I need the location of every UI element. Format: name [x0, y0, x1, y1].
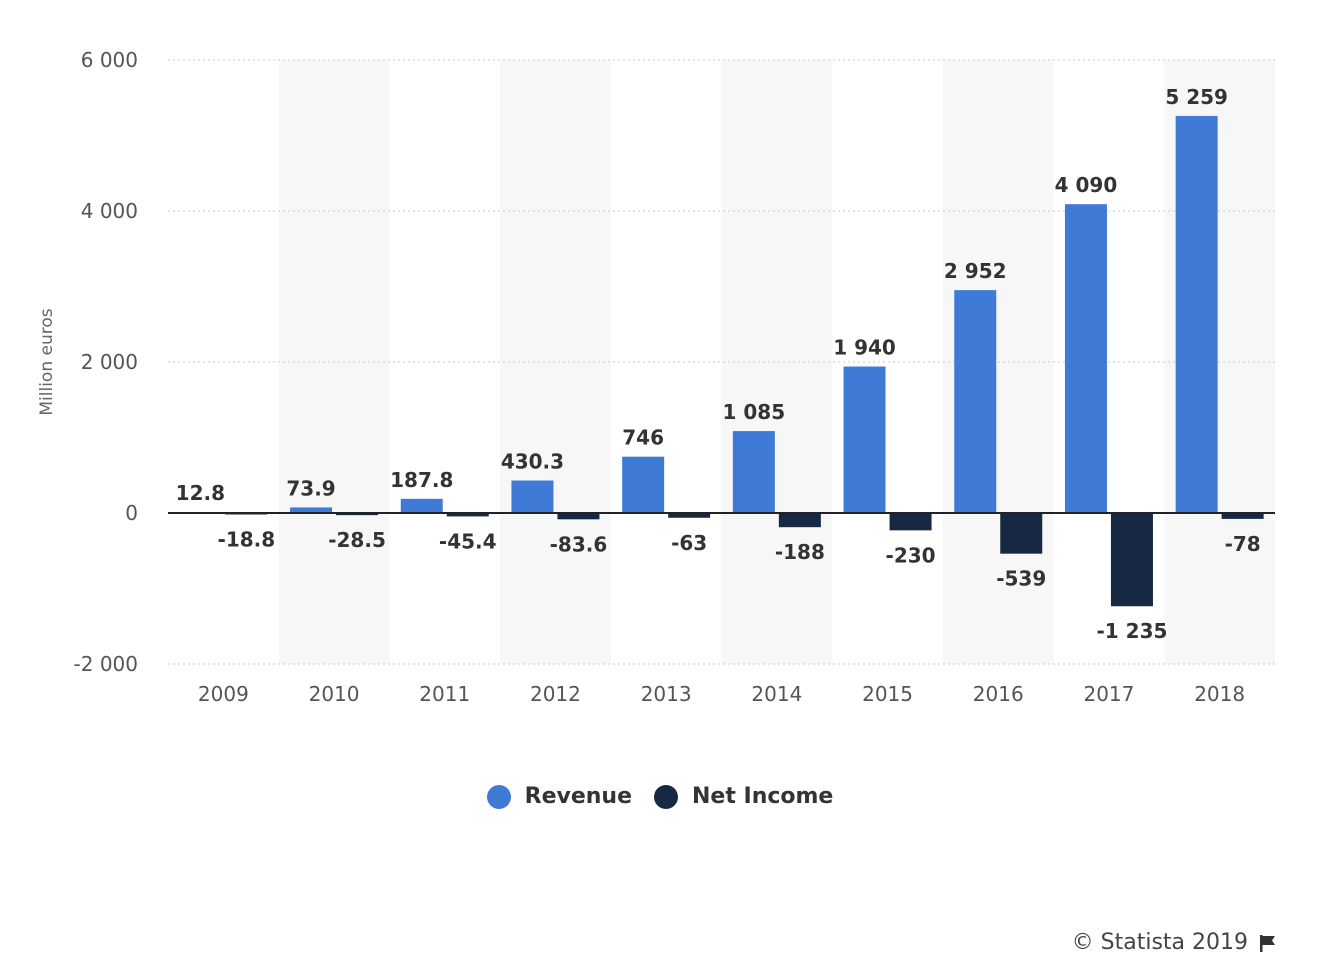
legend-item-net-income[interactable]: Net Income	[654, 784, 833, 809]
bar-revenue[interactable]	[1064, 204, 1107, 513]
credit: © Statista 2019	[1072, 930, 1278, 955]
bar-revenue[interactable]	[290, 507, 333, 513]
x-tick-label: 2017	[1083, 682, 1134, 706]
bar-net-income[interactable]	[1110, 513, 1153, 607]
x-tick-label: 2018	[1194, 682, 1245, 706]
bar-net-income[interactable]	[668, 513, 711, 518]
data-label-revenue: 1 940	[833, 336, 896, 360]
legend-label-net-income: Net Income	[692, 784, 834, 809]
bar-revenue[interactable]	[954, 290, 997, 513]
data-label-net-income: -1 235	[1096, 619, 1167, 643]
data-label-net-income: -78	[1225, 532, 1261, 556]
data-label-net-income: -83.6	[550, 532, 608, 556]
data-label-revenue: 746	[622, 426, 664, 450]
data-label-net-income: -230	[886, 543, 936, 567]
x-tick-label: 2014	[751, 682, 802, 706]
x-tick-label: 2009	[198, 682, 249, 706]
legend: Revenue Net Income	[0, 784, 1320, 809]
data-label-net-income: -45.4	[439, 529, 497, 553]
legend-item-revenue[interactable]: Revenue	[486, 784, 632, 809]
data-label-revenue: 73.9	[286, 476, 335, 500]
y-axis-title: Million euros	[37, 308, 57, 415]
x-tick-label: 2012	[530, 682, 581, 706]
x-tick-label: 2015	[862, 682, 913, 706]
y-tick-label: 2 000	[81, 350, 138, 374]
data-label-net-income: -63	[671, 531, 707, 555]
x-tick-label: 2013	[641, 682, 692, 706]
bar-revenue[interactable]	[622, 456, 665, 513]
data-label-net-income: -18.8	[218, 527, 276, 551]
y-tick-label: 4 000	[81, 199, 138, 223]
x-tick-label: 2016	[973, 682, 1024, 706]
y-tick-label: 6 000	[81, 48, 138, 72]
bar-revenue[interactable]	[732, 431, 775, 513]
data-label-revenue: 430.3	[501, 450, 564, 474]
bar-net-income[interactable]	[778, 513, 821, 528]
credit-text[interactable]: © Statista 2019	[1071, 930, 1248, 955]
bar-revenue[interactable]	[843, 366, 886, 513]
bar-revenue[interactable]	[1175, 115, 1218, 514]
bar-net-income[interactable]	[1221, 513, 1264, 519]
bar-net-income[interactable]	[336, 513, 379, 516]
data-label-revenue: 187.8	[390, 468, 453, 492]
bar-net-income[interactable]	[557, 513, 600, 520]
x-tick-label: 2011	[419, 682, 470, 706]
legend-label-revenue: Revenue	[524, 784, 632, 809]
data-label-revenue: 1 085	[723, 400, 786, 424]
flag-icon[interactable]	[1258, 933, 1278, 953]
y-tick-label: -2 000	[74, 652, 138, 676]
data-label-revenue: 5 259	[1165, 85, 1228, 109]
data-label-revenue: 2 952	[944, 259, 1007, 283]
data-label-revenue: 4 090	[1055, 173, 1118, 197]
data-label-net-income: -188	[775, 540, 825, 564]
x-tick-label: 2010	[309, 682, 360, 706]
legend-dot-revenue	[486, 784, 511, 809]
legend-dot-net-income	[654, 784, 678, 809]
y-tick-label: 0	[125, 501, 138, 525]
bar-net-income[interactable]	[446, 513, 489, 517]
bar-revenue[interactable]	[511, 480, 554, 513]
data-label-revenue: 12.8	[176, 481, 225, 505]
bar-net-income[interactable]	[889, 513, 932, 531]
bar-net-income[interactable]	[1000, 513, 1043, 554]
data-label-net-income: -28.5	[328, 528, 386, 552]
data-label-net-income: -539	[996, 567, 1046, 591]
bar-revenue[interactable]	[400, 498, 443, 513]
